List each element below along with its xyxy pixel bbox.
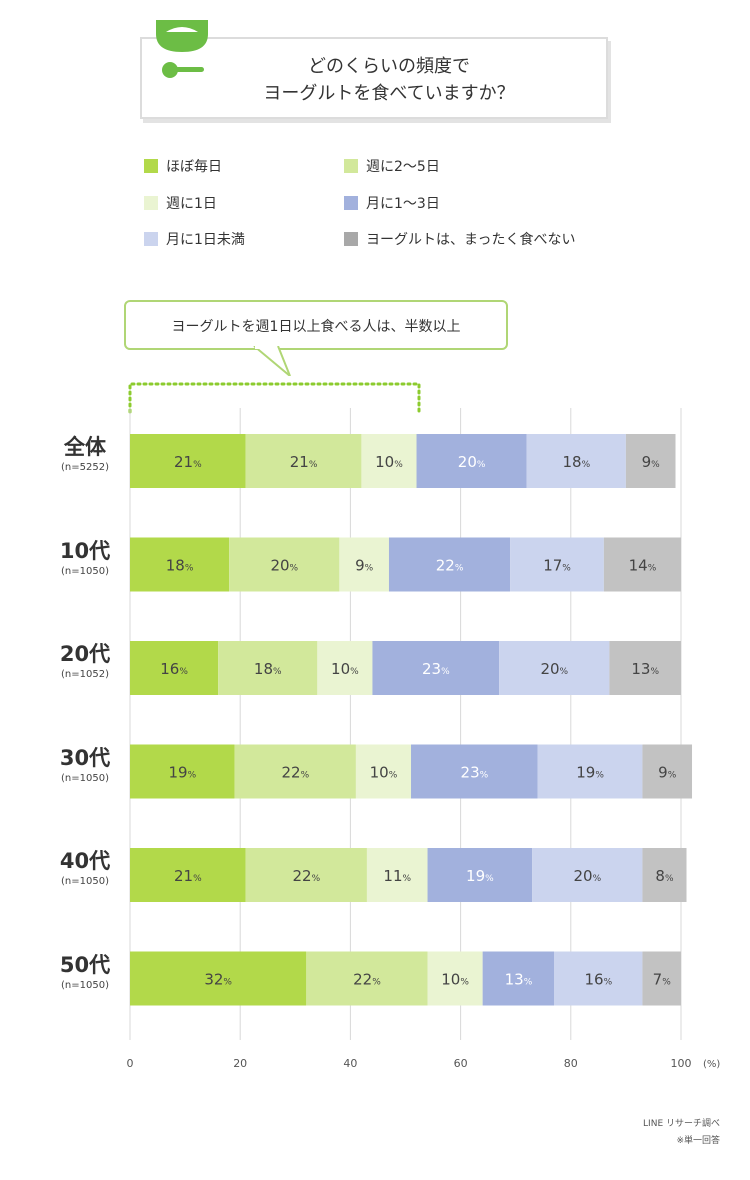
legend-label: 月に1日未満	[166, 232, 245, 248]
bar-segment	[130, 848, 246, 902]
category-label: 全体 (n=5252)	[40, 435, 130, 475]
bar-segment	[427, 951, 483, 1006]
category-name: 30代	[59, 745, 111, 770]
unit-label: (%)	[703, 1059, 720, 1070]
stacked-bar-chart: 0 20 40 60 80 100 (%)21% 21% 10% 20% 18% 9%18% 20% 9%…	[127, 408, 720, 1070]
x-tick-label: 60	[454, 1057, 468, 1070]
bar-segment	[130, 434, 246, 488]
bar-segment	[306, 951, 428, 1006]
category-n: (n=1050)	[61, 876, 109, 887]
callout-box: ヨーグルトを週1日以上食べる人は、半数以上	[124, 300, 508, 350]
bar-segment	[609, 641, 681, 695]
category-label: 20代 (n=1052)	[40, 642, 130, 682]
bar-segment	[416, 434, 527, 488]
category-name: 10代	[59, 538, 111, 563]
bar-segment	[526, 434, 626, 488]
legend-label: 月に1〜3日	[366, 196, 440, 212]
bar-segment	[625, 434, 676, 488]
category-name: 全体	[64, 435, 106, 459]
legend-item-never: ヨーグルトは、まったく食べない	[344, 229, 575, 249]
title-line-1: どのくらいの頻度で	[308, 56, 470, 77]
legend: ほぼ毎日 週に2〜5日 週に1日 月に1〜3日 月に1日未満 ヨーグルトは、まっ…	[144, 156, 644, 256]
bar-segment	[218, 641, 318, 695]
bar-segment	[388, 537, 511, 592]
bar-segment	[130, 744, 235, 799]
legend-item-daily: ほぼ毎日	[144, 156, 222, 176]
category-n: (n=1050)	[61, 979, 109, 991]
yogurt-cup-icon	[156, 20, 208, 78]
bar-segment	[427, 848, 533, 902]
category-label: 30代 (n=1050)	[40, 746, 130, 786]
page-title: どのくらいの頻度で ヨーグルトを食べていますか？	[142, 53, 606, 107]
legend-label: ヨーグルトは、まったく食べない	[366, 232, 576, 248]
title-line-2: ヨーグルトを食べていますか？	[263, 83, 515, 104]
bar-segment	[372, 641, 500, 695]
bar-segment	[642, 848, 687, 902]
legend-item-1-day-week: 週に1日	[144, 193, 217, 213]
category-name: 20代	[59, 642, 111, 666]
legend-swatch	[344, 159, 358, 173]
bar-segment	[355, 744, 412, 799]
x-tick-label: 20	[233, 1057, 247, 1070]
legend-label: 週に1日	[166, 196, 217, 212]
x-tick-label: 80	[564, 1057, 578, 1070]
answer-note: ※単一回答	[676, 1136, 720, 1146]
source-note: LINE リサーチ調べ	[643, 1119, 720, 1129]
bar-segment	[499, 641, 610, 695]
bar-segment	[361, 434, 417, 488]
legend-item-2-5-days: 週に2〜5日	[344, 156, 440, 176]
bar-segment	[537, 744, 643, 799]
x-tick-label: 0	[127, 1057, 134, 1070]
legend-item-1-3-month: 月に1〜3日	[344, 193, 440, 213]
bar-segment	[339, 537, 389, 592]
x-tick-label: 40	[343, 1057, 357, 1070]
bar-segment	[245, 848, 367, 902]
legend-item-less-than-month: 月に1日未満	[144, 229, 245, 249]
bar-segment	[366, 848, 428, 902]
legend-swatch	[144, 196, 158, 210]
category-label: 40代 (n=1050)	[40, 849, 130, 889]
bar-segment	[642, 951, 681, 1006]
category-n: (n=5252)	[61, 462, 109, 473]
bar-segment	[642, 744, 693, 799]
legend-swatch	[344, 196, 358, 210]
bar-segment	[229, 537, 340, 592]
bar-segment	[554, 951, 643, 1006]
callout-tail	[253, 346, 291, 376]
bar-segment	[234, 744, 356, 799]
category-name: 50代	[59, 952, 111, 977]
bar-segment	[532, 848, 643, 902]
bar-segment	[603, 537, 681, 592]
category-n: (n=1050)	[61, 565, 109, 577]
bar-segment	[245, 434, 362, 488]
legend-label: ほぼ毎日	[166, 159, 222, 175]
category-n: (n=1050)	[61, 772, 109, 784]
legend-swatch	[344, 232, 358, 246]
bar-segment	[130, 951, 307, 1006]
title-box: どのくらいの頻度で ヨーグルトを食べていますか？	[140, 37, 608, 119]
bar-segment	[482, 951, 555, 1006]
category-label: 10代 (n=1050)	[40, 539, 130, 579]
legend-swatch	[144, 159, 158, 173]
category-label: 50代 (n=1050)	[40, 953, 130, 993]
legend-swatch	[144, 232, 158, 246]
bar-segment	[130, 641, 219, 695]
bar-segment	[510, 537, 604, 592]
callout-text: ヨーグルトを週1日以上食べる人は、半数以上	[171, 319, 461, 335]
x-tick-label: 100	[671, 1057, 692, 1070]
category-n: (n=1052)	[61, 669, 109, 680]
legend-label: 週に2〜5日	[366, 159, 440, 175]
bar-segment	[317, 641, 373, 695]
category-name: 40代	[59, 849, 111, 873]
callout-bracket	[128, 382, 421, 414]
bar-segment	[411, 744, 538, 799]
bar-segment	[130, 537, 230, 592]
